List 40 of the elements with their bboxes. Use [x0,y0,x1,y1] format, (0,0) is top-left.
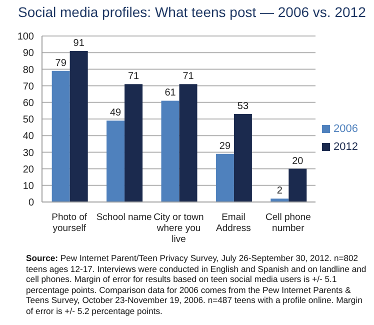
bar [70,50,88,202]
bar [288,168,307,202]
x-tick-label: City or town where you live [154,212,204,245]
y-tick-label: 0 [28,198,34,209]
y-tick-label: 20 [22,164,34,176]
y-tick-label: 10 [22,180,34,192]
data-label: 71 [182,71,194,82]
x-tick-label: Photo of yourself [52,212,88,234]
y-tick-label: 90 [22,48,34,60]
data-label: 53 [237,101,249,112]
legend-label: 2012 [334,141,358,153]
data-label: 79 [55,58,67,69]
bar [124,84,143,202]
data-label: 61 [164,88,176,99]
chart-title: Social media profiles: What teens post — 2006 vs. 2012 [18,4,366,20]
x-tick-label: School name [96,212,152,223]
bar [52,70,70,202]
y-tick-label: 100 [17,32,34,43]
y-tick-label: 80 [22,64,34,76]
y-tick-label: 30 [22,148,34,159]
x-tick-label: Email Address [216,212,252,234]
source-note: Source: Pew Internet Parent/Teen Privacy Survey, July 26-September 30, 2012. n=802 teens ages 12-17. Interviews were conducted in English and Spanish and on landline and cell phones. Margin of error for results based on teen social media users is +/- 5.1 percentage points. Comparison data for 2006 comes from the Pew Internet Parents & Teens Survey, October 23-November 19, 2006. n=487 teens with a profile online. Margin of error is +/- 5.2 percentage points. [26,253,366,316]
data-label: 71 [128,71,140,82]
y-tick-label: 40 [22,131,34,142]
data-label: 91 [73,38,85,49]
data-label: 29 [219,140,231,152]
bar [234,114,252,202]
data-label: 20 [292,156,304,167]
data-label: 2 [276,186,283,197]
x-tick-label: Cell phone number [265,212,311,234]
y-tick-label: 50 [22,114,34,126]
y-tick-label: 60 [22,98,34,109]
bar [106,120,125,202]
bar [270,198,289,202]
bar [216,154,234,202]
bar [161,100,180,202]
data-label: 49 [110,108,122,119]
y-tick-label: 70 [22,81,34,92]
bar [179,84,198,202]
legend-label: 2006 [334,123,358,135]
